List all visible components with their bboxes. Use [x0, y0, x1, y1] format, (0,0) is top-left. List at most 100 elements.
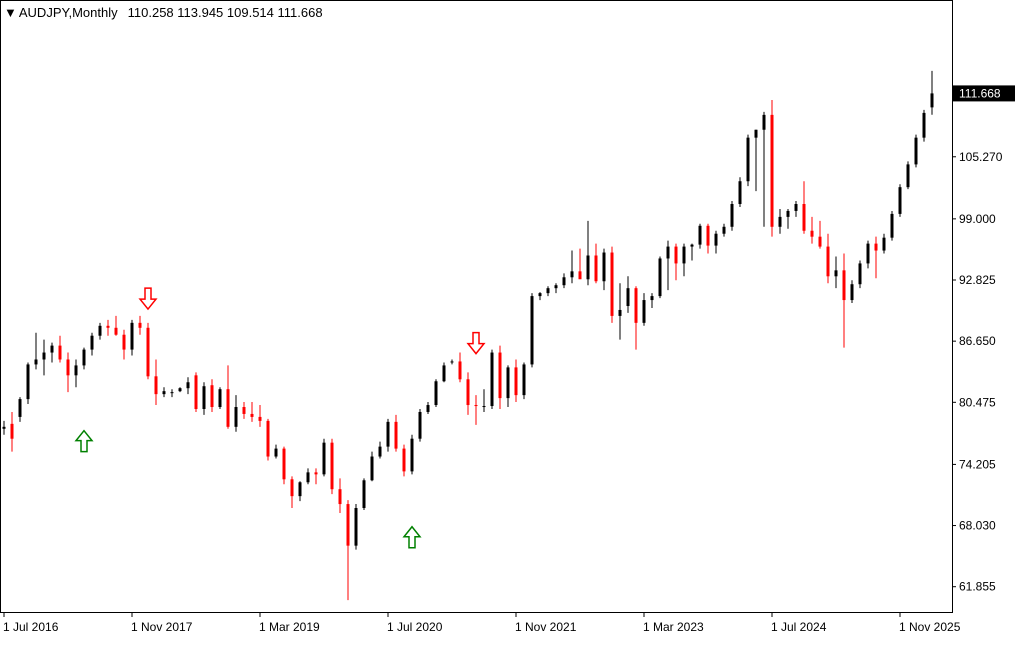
chart-header: ▼ AUDJPY,Monthly 110.258 113.945 109.514 1…	[4, 5, 323, 20]
candle-body	[698, 225, 702, 245]
candle-body	[650, 296, 654, 301]
candle-body	[842, 270, 846, 301]
candle-body	[2, 426, 6, 429]
candle-body	[586, 255, 590, 280]
candle-body	[810, 230, 814, 237]
candle-body	[378, 446, 382, 457]
candle	[34, 332, 38, 370]
candle	[810, 216, 814, 244]
candle-body	[778, 216, 782, 227]
candle	[626, 276, 630, 313]
x-tick-label: 1 Nov 2025	[899, 620, 961, 634]
candle	[170, 389, 174, 398]
candle-body	[922, 112, 926, 138]
candle	[794, 201, 798, 217]
candle-body	[714, 233, 718, 246]
candle-body	[562, 277, 566, 286]
candle	[90, 332, 94, 356]
candle-body	[618, 309, 622, 316]
candle	[370, 451, 374, 482]
candle-body	[466, 379, 470, 406]
candle	[178, 387, 182, 393]
candle	[314, 468, 318, 485]
candle-body	[322, 442, 326, 475]
candle	[202, 382, 206, 415]
candle	[258, 405, 262, 427]
x-tick-label: 1 Mar 2023	[643, 620, 704, 634]
candle-body	[610, 252, 614, 316]
candle	[914, 134, 918, 168]
candle	[610, 246, 614, 323]
candle	[850, 280, 854, 304]
x-tick-label: 1 Nov 2017	[131, 620, 193, 634]
candle-body	[794, 204, 798, 211]
price-axis: 61.855 68.030 74.205 80.475 86.650 92.825 99.0…	[952, 85, 1015, 594]
candle	[434, 379, 438, 408]
candle-body	[18, 399, 22, 417]
candle-body	[266, 420, 270, 457]
candle	[642, 293, 646, 326]
candle-body	[58, 345, 62, 360]
candle	[770, 100, 774, 237]
candle-body	[194, 375, 198, 409]
candle-body	[362, 480, 366, 509]
candle	[274, 444, 278, 459]
y-tick-label: 86.650	[959, 334, 996, 348]
candle-body	[786, 210, 790, 217]
candle-body	[418, 411, 422, 439]
caret-down-icon[interactable]: ▼	[4, 5, 17, 20]
candle-body	[850, 284, 854, 301]
candle-body	[666, 246, 670, 259]
x-tick-label: 1 Jul 2016	[3, 620, 59, 634]
candle-body	[498, 352, 502, 399]
candle	[402, 444, 406, 477]
candle	[162, 387, 166, 398]
y-tick-label: 74.205	[959, 457, 996, 471]
candle-body	[290, 479, 294, 497]
candle-body	[210, 385, 214, 408]
candle	[26, 362, 30, 405]
candle-body	[514, 367, 518, 396]
candle-body	[186, 382, 190, 389]
x-tick-label: 1 Mar 2019	[259, 620, 320, 634]
candle-body	[770, 114, 774, 227]
candle-body	[282, 448, 286, 480]
candle	[130, 319, 134, 356]
sell-arrow-icon	[466, 331, 486, 355]
candle-body	[522, 364, 526, 396]
candle-body	[386, 421, 390, 447]
candle	[426, 402, 430, 414]
candle	[506, 365, 510, 408]
candle	[458, 352, 462, 383]
time-axis: 1 Jul 2016 1 Nov 2017 1 Mar 2019 1 Jul 2020…	[3, 612, 961, 634]
candle	[138, 315, 142, 335]
candle	[538, 292, 542, 301]
candle	[410, 434, 414, 475]
candle-body	[298, 482, 302, 497]
candle-body	[234, 407, 238, 427]
y-tick-label: 92.825	[959, 273, 996, 287]
candle-body	[882, 237, 886, 251]
candle-body	[354, 508, 358, 546]
y-tick-label: 68.030	[959, 519, 996, 533]
candle-body	[250, 413, 254, 417]
candle-body	[530, 296, 534, 365]
candle	[74, 359, 78, 388]
candle-body	[26, 364, 30, 400]
candle	[322, 438, 326, 477]
candle	[114, 315, 118, 336]
candle-body	[578, 271, 582, 280]
buy-arrow-icon	[402, 525, 422, 549]
candle-body	[570, 271, 574, 278]
candle-body	[858, 263, 862, 285]
candle	[778, 208, 782, 234]
candle-body	[866, 243, 870, 264]
candle-body	[722, 226, 726, 234]
candle	[218, 387, 222, 409]
candle-body	[394, 421, 398, 449]
candle-body	[258, 416, 262, 421]
candle-body	[122, 334, 126, 350]
candle	[514, 359, 518, 403]
